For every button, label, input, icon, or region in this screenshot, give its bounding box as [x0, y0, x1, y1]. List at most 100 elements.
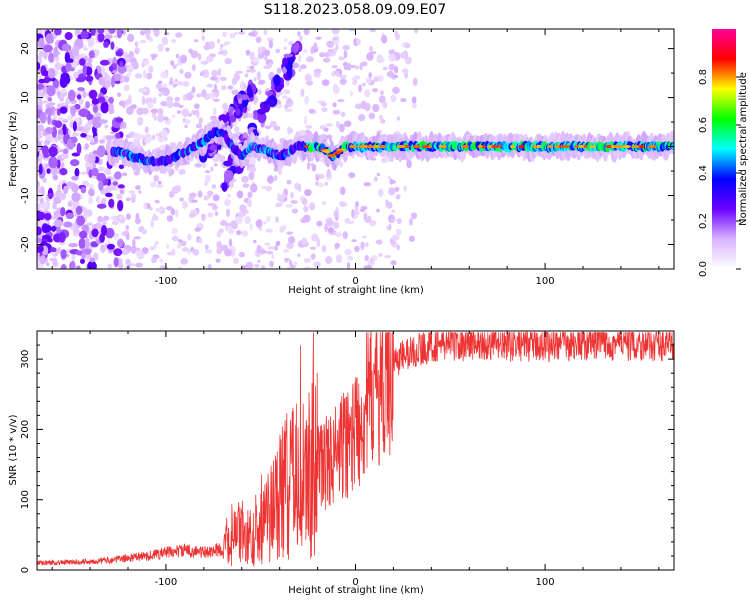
- spectral-noise-blob: [311, 233, 319, 242]
- spectral-noise-blob: [255, 36, 262, 44]
- spectral-noise-blob: [45, 103, 52, 109]
- spectral-noise-blob: [249, 223, 253, 231]
- spectral-noise-blob: [195, 123, 203, 129]
- spectral-noise-blob: [201, 35, 205, 41]
- spectral-cluster-blob: [37, 211, 46, 221]
- spectral-noise-blob: [103, 243, 109, 251]
- spectral-noise-blob: [125, 225, 130, 230]
- spectral-noise-blob: [257, 46, 263, 55]
- spectral-cluster-blob: [115, 50, 123, 57]
- x-tick-label: -100: [155, 276, 178, 287]
- spectral-cluster-blob: [52, 168, 57, 176]
- spectral-noise-blob: [390, 179, 396, 184]
- spectral-noise-blob: [359, 62, 363, 71]
- spectral-diagonal-blob: [283, 53, 293, 58]
- spectral-noise-blob: [52, 202, 57, 210]
- spectral-cluster-blob: [93, 135, 99, 144]
- spectral-noise-blob: [343, 49, 348, 59]
- spectral-noise-blob: [125, 233, 130, 241]
- spectral-noise-blob: [297, 253, 301, 257]
- spectral-noise-blob: [284, 104, 288, 110]
- spectral-noise-blob: [250, 65, 255, 70]
- spectral-noise-blob: [133, 236, 141, 240]
- spectral-noise-blob: [373, 176, 378, 182]
- spectral-noise-blob: [332, 102, 337, 108]
- snr-ticks: -100 0 100 0 100 200 300: [20, 330, 674, 588]
- spectral-cluster-blob: [75, 77, 86, 83]
- spectral-noise-blob: [205, 41, 210, 46]
- spectral-noise-blob: [248, 171, 255, 181]
- spectral-noise-blob: [311, 163, 317, 172]
- spectral-cluster-blob: [43, 77, 50, 84]
- spectral-noise-blob: [327, 227, 334, 234]
- spectral-noise-blob: [130, 263, 136, 267]
- spectral-noise-blob: [134, 47, 140, 55]
- spectral-noise-blob: [185, 92, 194, 101]
- spectral-noise-blob: [279, 226, 285, 233]
- ridge-hotspot-blob: [412, 145, 421, 149]
- spectral-noise-blob: [252, 57, 260, 63]
- spectral-noise-blob: [163, 32, 170, 36]
- colorbar-ticks: 0.0 0.2 0.4 0.6 0.8: [698, 69, 741, 277]
- spectral-diagonal-blob: [223, 160, 233, 167]
- spectral-noise-blob: [72, 200, 80, 207]
- spectral-noise-blob: [145, 133, 152, 143]
- spectral-noise-blob: [265, 250, 274, 255]
- spectral-noise-blob: [61, 89, 67, 94]
- spectral-noise-blob: [194, 103, 200, 110]
- spectral-cluster-blob: [92, 116, 102, 129]
- spectral-noise-blob: [354, 245, 360, 253]
- ridge-hotspot-blob: [396, 145, 406, 149]
- ridge-hotspot-blob: [327, 154, 337, 158]
- spectral-noise-blob: [170, 60, 175, 66]
- spectral-noise-blob: [286, 97, 292, 104]
- spectral-noise-blob: [303, 116, 307, 124]
- spectral-noise-blob: [408, 235, 416, 243]
- spectral-noise-blob: [189, 192, 197, 198]
- spectral-cluster-blob: [43, 153, 50, 158]
- spectral-noise-blob: [213, 107, 217, 117]
- spectral-cluster-blob: [92, 104, 99, 113]
- spectral-cluster-blob: [59, 106, 68, 114]
- y-tick-label: 20: [20, 42, 31, 55]
- spectral-noise-blob: [71, 253, 76, 261]
- spectral-noise-blob: [342, 45, 350, 51]
- spectral-noise-blob: [213, 98, 220, 102]
- spectral-noise-blob: [141, 247, 149, 254]
- spectral-cluster-blob: [104, 227, 115, 239]
- spectral-noise-blob: [150, 219, 154, 228]
- spectral-cluster-blob: [90, 29, 96, 37]
- spectral-noise-blob: [103, 71, 109, 80]
- spectral-noise-blob: [355, 38, 361, 46]
- spectral-noise-blob: [120, 100, 126, 106]
- spectral-noise-blob: [339, 186, 346, 196]
- spectral-noise-blob: [411, 96, 417, 104]
- spectral-noise-blob: [132, 141, 141, 149]
- spectral-noise-blob: [224, 198, 231, 207]
- spectral-noise-blob: [333, 40, 340, 45]
- spectral-noise-blob: [110, 216, 114, 220]
- spectral-noise-blob: [266, 215, 271, 222]
- spectral-noise-blob: [42, 177, 48, 184]
- spectral-noise-blob: [346, 63, 352, 71]
- spectral-noise-blob: [334, 246, 339, 250]
- spectral-noise-blob: [391, 74, 399, 79]
- spectral-noise-blob: [216, 241, 222, 249]
- ridge-hotspot-blob: [378, 145, 387, 149]
- spectral-cluster-blob: [96, 203, 107, 209]
- spectral-noise-blob: [331, 64, 338, 69]
- spectral-noise-blob: [401, 68, 409, 74]
- spectral-cluster-blob: [45, 107, 53, 116]
- spectral-noise-blob: [241, 175, 249, 183]
- spectral-noise-blob: [405, 56, 412, 65]
- spectral-diagonal-blob: [237, 98, 243, 104]
- spectral-diagonal-blob: [209, 144, 217, 152]
- spectral-noise-blob: [60, 192, 67, 201]
- spectral-noise-blob: [368, 50, 377, 55]
- spectral-noise-blob: [216, 38, 221, 44]
- spectral-noise-blob: [339, 202, 348, 208]
- spectral-noise-blob: [194, 39, 199, 43]
- spectral-noise-blob: [316, 220, 323, 227]
- spectral-noise-blob: [247, 113, 255, 118]
- spectral-noise-blob: [37, 265, 42, 269]
